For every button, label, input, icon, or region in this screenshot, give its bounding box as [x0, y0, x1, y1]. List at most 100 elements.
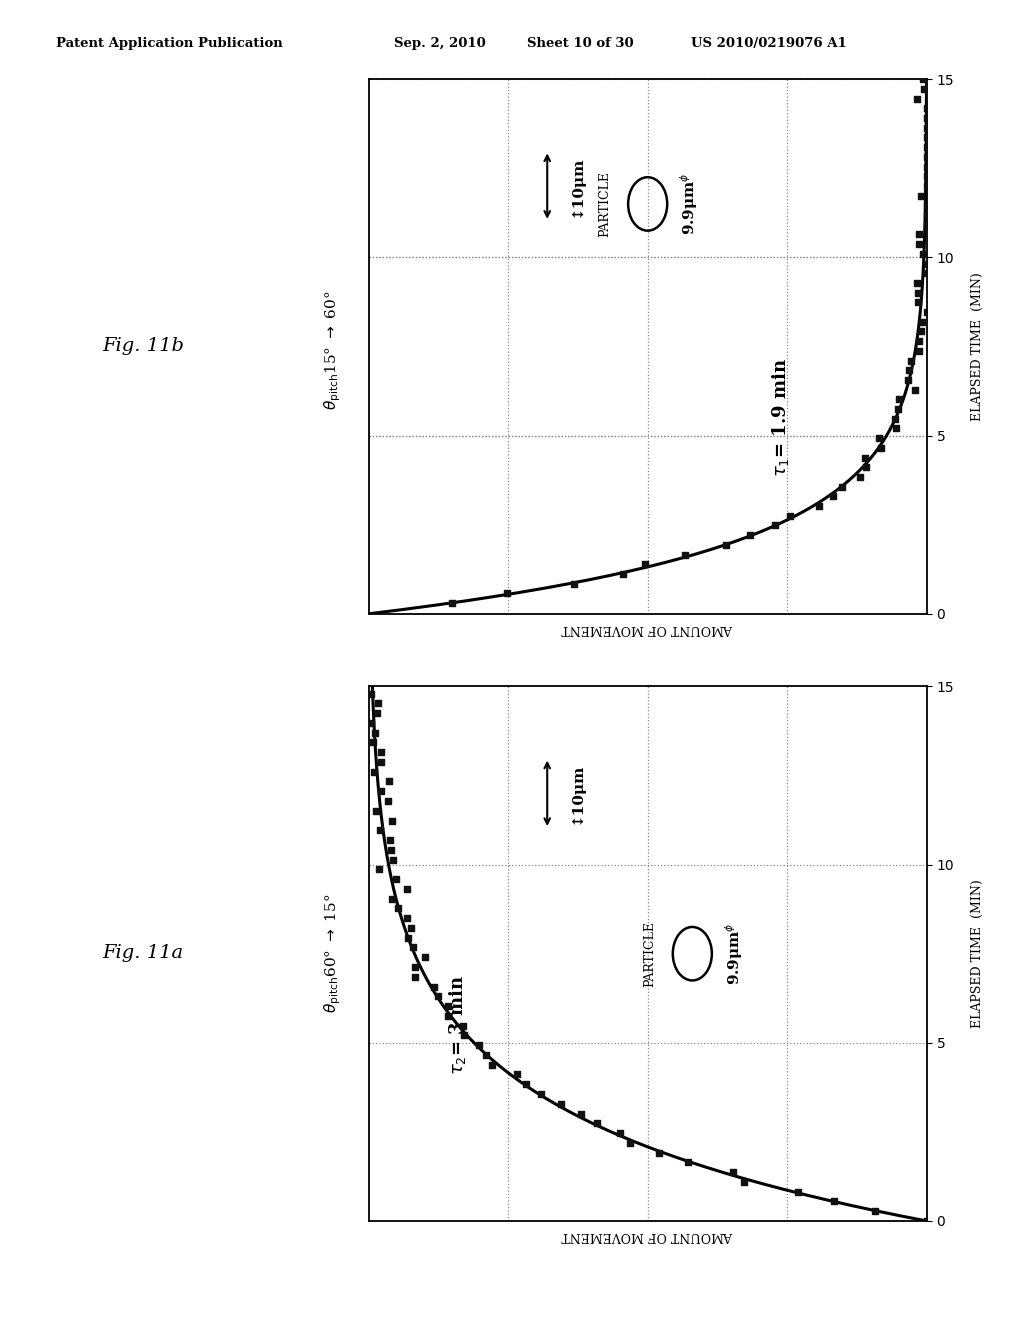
Point — [518, 1073, 535, 1094]
Point — [390, 898, 407, 919]
Point — [866, 1201, 883, 1222]
Point — [914, 312, 931, 333]
Point — [919, 165, 935, 186]
Point — [373, 742, 389, 763]
Point — [912, 321, 929, 342]
Point — [444, 593, 461, 614]
Point — [369, 702, 385, 723]
Point — [913, 185, 930, 206]
Point — [911, 330, 928, 351]
Point — [362, 713, 379, 734]
Point — [367, 762, 383, 783]
Point — [384, 888, 400, 909]
Point — [455, 1015, 471, 1036]
Point — [903, 350, 920, 371]
Text: Sep. 2, 2010: Sep. 2, 2010 — [394, 37, 486, 50]
Point — [623, 1133, 639, 1154]
Text: $\tau_2$= 3 min: $\tau_2$= 3 min — [446, 975, 468, 1074]
Point — [736, 1171, 753, 1192]
Point — [919, 127, 935, 148]
Point — [383, 810, 399, 832]
Point — [915, 243, 932, 264]
Point — [919, 156, 935, 177]
Point — [911, 224, 928, 246]
Text: $\theta_{\rm pitch}$15° $\rightarrow$ 60°: $\theta_{\rm pitch}$15° $\rightarrow$ 60… — [323, 290, 343, 409]
Text: $\tau_1$= 1.9 min: $\tau_1$= 1.9 min — [770, 358, 792, 478]
Point — [916, 78, 933, 99]
Point — [677, 544, 693, 565]
Text: Fig. 11b: Fig. 11b — [102, 337, 184, 355]
X-axis label: AMOUNT OF MOVEMENT: AMOUNT OF MOVEMENT — [562, 622, 733, 635]
Point — [651, 1142, 668, 1163]
Point — [870, 428, 887, 449]
Point — [906, 379, 923, 400]
Point — [891, 389, 907, 411]
Point — [398, 878, 415, 899]
Text: 9.9μm$^{\phi}$: 9.9μm$^{\phi}$ — [678, 173, 700, 235]
Point — [888, 418, 904, 440]
Point — [440, 1006, 457, 1027]
Point — [388, 869, 404, 890]
Point — [573, 1104, 590, 1125]
Text: Fig. 11a: Fig. 11a — [102, 944, 183, 962]
Point — [910, 282, 927, 304]
Point — [612, 1122, 629, 1143]
Point — [589, 1113, 605, 1134]
Point — [408, 966, 424, 987]
Point — [834, 477, 850, 498]
Point — [919, 107, 935, 128]
Point — [900, 370, 916, 391]
Point — [900, 359, 916, 380]
Point — [499, 583, 515, 605]
Point — [919, 214, 935, 235]
Point — [407, 957, 423, 978]
Point — [919, 263, 935, 284]
Point — [919, 176, 935, 197]
Point — [910, 341, 927, 362]
Text: 9.9μm$^{\phi}$: 9.9μm$^{\phi}$ — [723, 923, 744, 985]
Point — [370, 693, 386, 714]
Point — [439, 995, 456, 1016]
Text: Sheet 10 of 30: Sheet 10 of 30 — [527, 37, 634, 50]
Point — [553, 1093, 569, 1114]
Point — [741, 524, 758, 545]
Point — [919, 136, 935, 157]
Point — [362, 682, 379, 704]
Point — [417, 946, 433, 968]
Point — [919, 147, 935, 168]
Y-axis label: ELAPSED TIME  (MIN): ELAPSED TIME (MIN) — [971, 879, 984, 1028]
Point — [404, 937, 421, 958]
Point — [919, 253, 935, 275]
Point — [426, 975, 442, 997]
Point — [399, 927, 416, 948]
Point — [908, 88, 925, 110]
Point — [456, 1024, 472, 1045]
Point — [890, 399, 906, 420]
Point — [509, 1064, 525, 1085]
Point — [680, 1152, 696, 1173]
Point — [919, 205, 935, 226]
Point — [857, 457, 873, 478]
Point — [811, 495, 827, 516]
Point — [373, 780, 389, 801]
Point — [381, 771, 397, 792]
Point — [910, 234, 927, 255]
Point — [373, 751, 389, 772]
Point — [383, 840, 399, 861]
Point — [371, 859, 387, 880]
Point — [565, 573, 582, 594]
Point — [919, 301, 935, 322]
Point — [825, 486, 842, 507]
Point — [857, 447, 873, 469]
Point — [637, 554, 653, 576]
Point — [402, 917, 419, 939]
Point — [767, 515, 783, 536]
Point — [484, 1055, 501, 1076]
Point — [919, 117, 935, 139]
Point — [368, 800, 384, 821]
Point — [825, 1191, 842, 1212]
Text: Patent Application Publication: Patent Application Publication — [56, 37, 283, 50]
Point — [910, 292, 927, 313]
Text: PARTICLE: PARTICLE — [598, 170, 611, 236]
Text: ↕10μm: ↕10μm — [569, 763, 584, 824]
